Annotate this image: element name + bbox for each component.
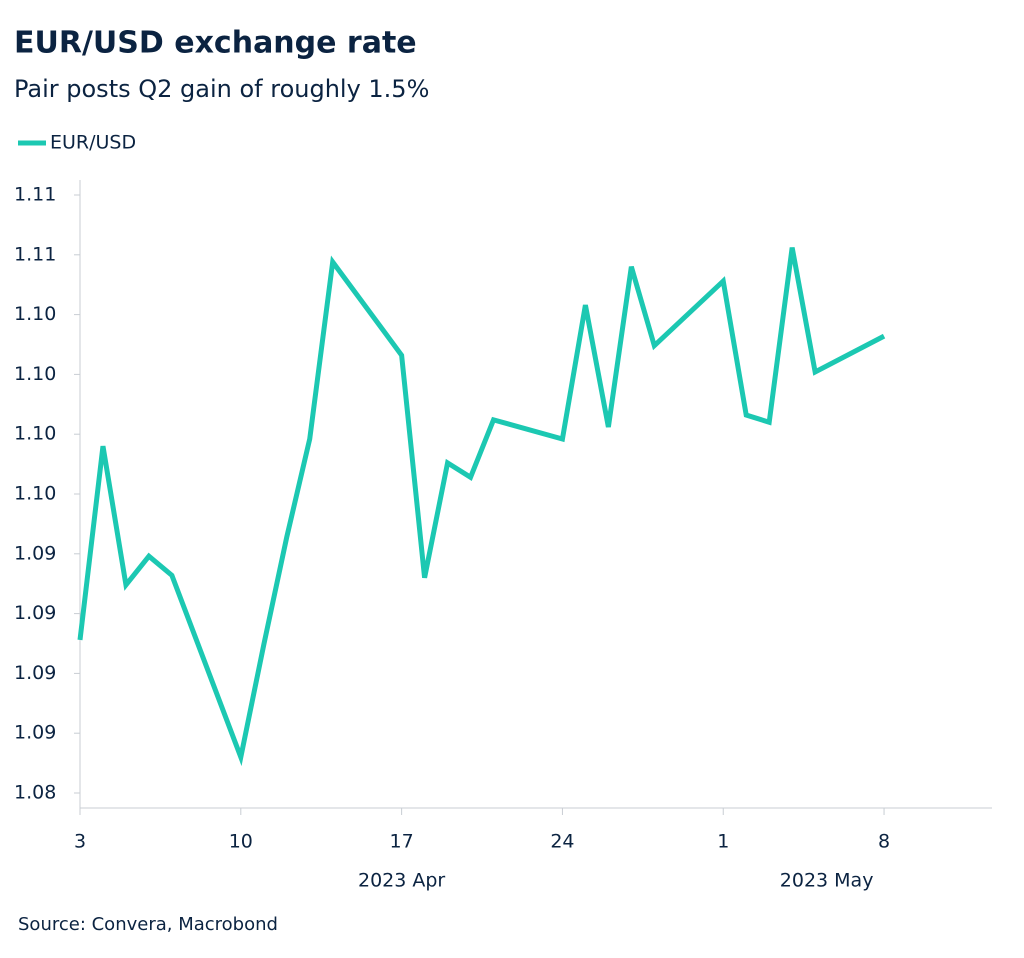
x-tick-label: 24 [550, 831, 574, 853]
y-tick-label: 1.10 [14, 423, 56, 445]
x-tick-label: 1 [717, 831, 729, 853]
x-tick-label: 17 [390, 831, 414, 853]
x-period-label: 2023 Apr [358, 870, 445, 892]
y-tick-label: 1.11 [14, 184, 56, 206]
y-tick-label: 1.10 [14, 363, 56, 385]
y-tick-label: 1.09 [14, 602, 56, 624]
y-tick-label: 1.11 [14, 243, 56, 265]
source-note: Source: Convera, Macrobond [18, 914, 278, 935]
y-tick-label: 1.09 [14, 542, 56, 564]
x-tick-label: 10 [229, 831, 253, 853]
x-tick-label: 8 [878, 831, 890, 853]
x-period-label: 2023 May [780, 870, 874, 892]
legend-label: EUR/USD [50, 132, 136, 154]
chart-subtitle: Pair posts Q2 gain of roughly 1.5% [14, 75, 429, 103]
data-line [77, 247, 886, 767]
y-tick-label: 1.10 [14, 303, 56, 325]
y-tick-label: 1.09 [14, 722, 56, 744]
y-tick-label: 1.08 [14, 782, 56, 804]
y-tick-label: 1.09 [14, 662, 56, 684]
x-tick-label: 3 [74, 831, 86, 853]
y-tick-label: 1.10 [14, 483, 56, 505]
chart-title: EUR/USD exchange rate [14, 26, 417, 61]
